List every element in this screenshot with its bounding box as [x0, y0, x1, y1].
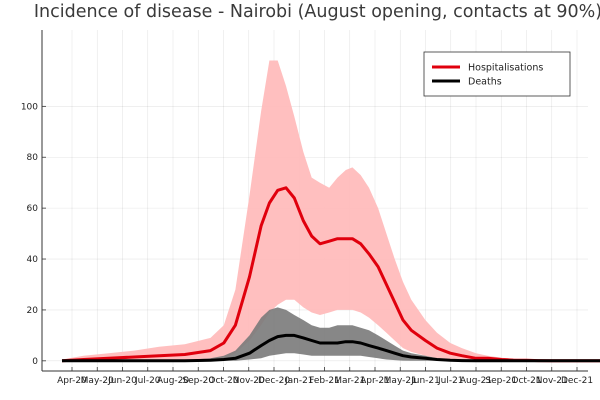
legend-box	[423, 51, 571, 97]
y-tick-label: 60	[27, 204, 39, 214]
x-tick-label: Dec-21	[561, 376, 593, 386]
x-tick-label: Oct-20	[208, 376, 239, 386]
y-tick-label: 100	[21, 102, 38, 112]
x-tick-label: Jul-21	[437, 376, 464, 386]
x-tick-label: Aug-20	[157, 376, 190, 386]
x-tick-label: Dec-20	[258, 376, 290, 386]
x-tick-label: Jun-20	[107, 376, 137, 386]
x-tick-label: Jan-21	[284, 376, 314, 386]
x-tick-label: May-20	[81, 376, 114, 386]
legend-label: Deaths	[468, 77, 502, 88]
x-tick-label: May-21	[384, 376, 417, 386]
y-tick-label: 0	[32, 357, 38, 367]
x-tick-label: Jun-21	[410, 376, 440, 386]
x-tick-label: Nov-21	[536, 376, 568, 386]
y-tick-label: 80	[27, 153, 39, 163]
x-tick-label: Feb-21	[309, 376, 340, 386]
x-tick-label: Apr-20	[57, 376, 87, 386]
line-deaths	[62, 333, 600, 363]
legend-label: Hospitalisations	[468, 63, 543, 74]
chart-title: Incidence of disease - Nairobi (August o…	[34, 2, 600, 22]
band-deaths	[62, 307, 600, 361]
x-tick-label: Aug-21	[460, 376, 492, 386]
x-tick-label: Mar-21	[334, 376, 365, 386]
x-tick-label: Nov-20	[233, 376, 265, 386]
series-lines	[61, 186, 600, 363]
band-hospitalisations	[62, 60, 600, 361]
x-tick-label: Sep-20	[182, 376, 214, 386]
x-tick-label: Sep-21	[485, 376, 517, 386]
x-tick-label: Apr-21	[360, 376, 390, 386]
x-tick-label: Oct-21	[511, 376, 541, 386]
y-tick-label: 20	[27, 306, 39, 316]
y-tick-label: 40	[27, 255, 39, 265]
confidence-bands	[62, 60, 600, 361]
legend: Hospitalisations Deaths	[423, 51, 571, 97]
axes: 020406080100Apr-20May-20Jun-20Jul-20Aug-…	[21, 30, 593, 386]
x-tick-label: Jul-20	[134, 376, 161, 386]
